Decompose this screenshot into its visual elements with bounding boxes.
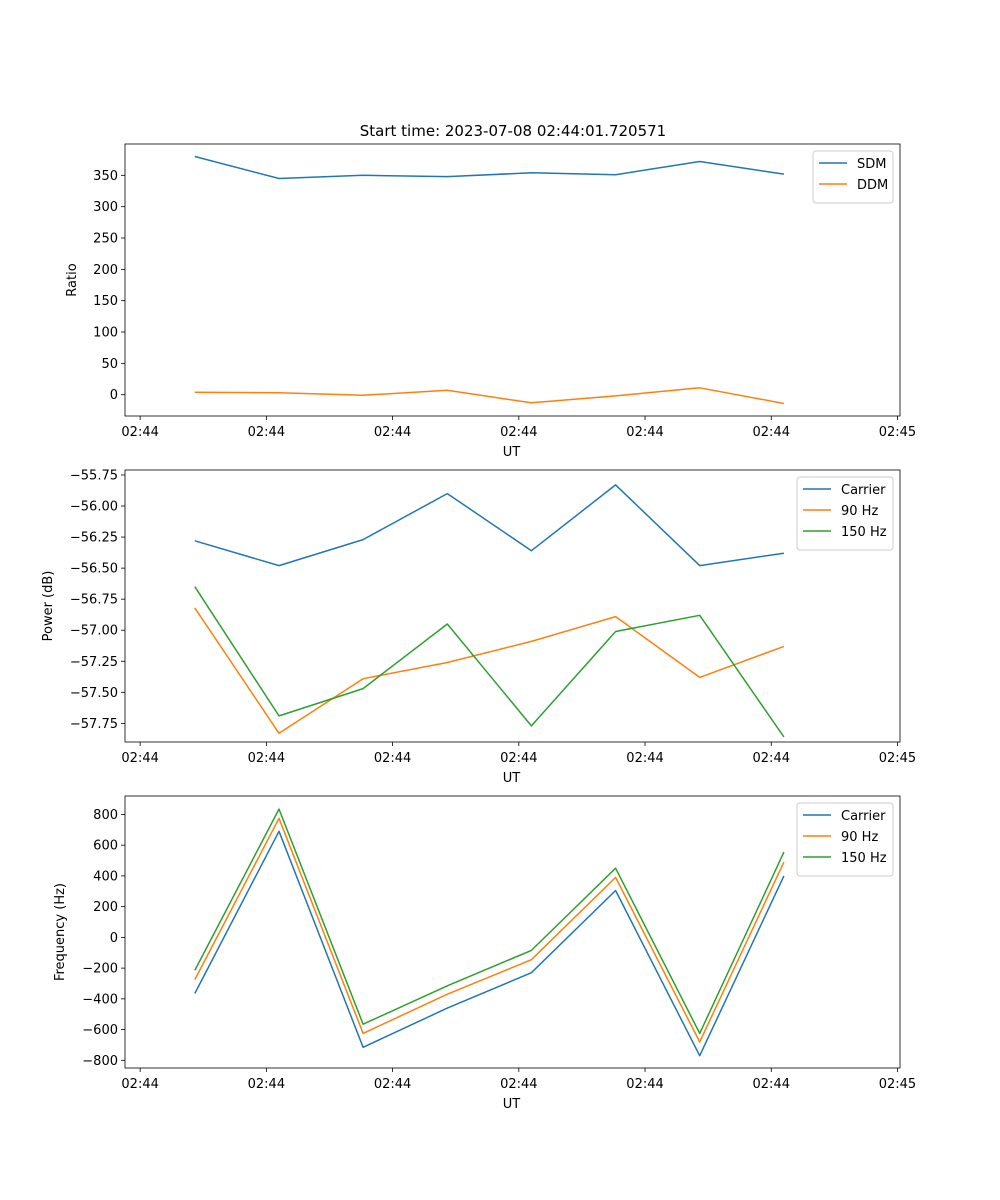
x-tick-label: 02:45 xyxy=(879,425,916,440)
y-tick-label: 0 xyxy=(110,931,118,946)
x-tick-label: 02:44 xyxy=(500,751,537,766)
y-tick-label: 250 xyxy=(93,232,118,247)
x-axis-label: UT xyxy=(503,771,521,786)
chart-ratio: 02:44 02:44 02:44 02:44 02:44 02:44 02:45 0 50 10… xyxy=(65,143,916,460)
axes-frame xyxy=(124,469,901,743)
x-tick-label: 02:44 xyxy=(121,425,158,440)
x-tick-label: 02:44 xyxy=(626,425,663,440)
y-tick-label: 200 xyxy=(93,263,118,278)
y-tick-label: −400 xyxy=(82,992,118,1007)
legend-label: Carrier xyxy=(841,809,886,824)
legend-label: DDM xyxy=(857,178,888,193)
x-tick-label: 02:44 xyxy=(500,425,537,440)
legend: Carrier 90 Hz 150 Hz xyxy=(796,476,894,551)
y-tick-label: −200 xyxy=(82,962,118,977)
x-tick-label: 02:44 xyxy=(374,751,411,766)
series-line-ratio-sdm xyxy=(194,155,785,180)
series-line-power-90-hz xyxy=(194,607,785,735)
legend-label: 90 Hz xyxy=(841,830,878,845)
legend: SDM DDM xyxy=(812,150,894,204)
x-tick-label: 02:45 xyxy=(879,1077,916,1092)
y-tick-label: 400 xyxy=(93,869,118,884)
y-tick-label: −57.50 xyxy=(70,686,118,701)
y-tick-label: 300 xyxy=(93,200,118,215)
y-tick-label: −57.00 xyxy=(70,624,118,639)
axes-frame xyxy=(124,795,901,1069)
x-tick-label: 02:44 xyxy=(626,1077,663,1092)
legend-label: SDM xyxy=(857,157,886,172)
y-tick-label: 150 xyxy=(93,294,118,309)
y-tick-label: −57.75 xyxy=(70,717,118,732)
legend-label: 90 Hz xyxy=(841,504,878,519)
x-tick-label: 02:44 xyxy=(626,751,663,766)
series-line-frequency-150-hz xyxy=(194,808,785,1035)
x-tick-label: 02:44 xyxy=(753,425,790,440)
y-tick-label: 800 xyxy=(93,808,118,823)
y-tick-label: 0 xyxy=(110,388,118,403)
x-tick-label: 02:44 xyxy=(374,1077,411,1092)
y-tick-label: −56.25 xyxy=(70,531,118,546)
y-tick-label: 600 xyxy=(93,839,118,854)
chart-frequency: 02:44 02:44 02:44 02:44 02:44 02:44 02:45 −800 −… xyxy=(53,795,916,1112)
series-line-power-150-hz xyxy=(194,586,785,738)
series-line-frequency-90-hz xyxy=(194,817,785,1043)
x-tick-label: 02:44 xyxy=(500,1077,537,1092)
series-line-power-carrier xyxy=(194,484,785,567)
series-line-frequency-carrier xyxy=(194,830,785,1057)
chart-power: 02:44 02:44 02:44 02:44 02:44 02:44 02:45 −57.7… xyxy=(41,468,916,786)
y-axis-label: Frequency (Hz) xyxy=(53,883,68,981)
y-tick-label: −56.50 xyxy=(70,562,118,577)
x-tick-label: 02:44 xyxy=(121,751,158,766)
y-tick-label: −56.75 xyxy=(70,593,118,608)
x-tick-label: 02:44 xyxy=(248,425,285,440)
series-line-ratio-ddm xyxy=(194,387,785,405)
figure-title: Start time: 2023-07-08 02:44:01.720571 xyxy=(360,122,666,140)
x-axis-label: UT xyxy=(503,1097,521,1112)
x-tick-label: 02:44 xyxy=(753,751,790,766)
y-tick-label: 350 xyxy=(93,169,118,184)
x-tick-label: 02:44 xyxy=(374,425,411,440)
legend-label: 150 Hz xyxy=(841,851,887,866)
y-tick-label: −600 xyxy=(82,1023,118,1038)
plots-group: 02:44 02:44 02:44 02:44 02:44 02:44 02:45 0 50 10… xyxy=(41,143,916,1112)
x-tick-label: 02:44 xyxy=(248,1077,285,1092)
y-tick-label: 200 xyxy=(93,900,118,915)
legend-label: Carrier xyxy=(841,483,886,498)
x-tick-label: 02:44 xyxy=(753,1077,790,1092)
y-tick-label: 50 xyxy=(101,357,118,372)
y-tick-label: 100 xyxy=(93,326,118,341)
y-axis-label: Ratio xyxy=(65,263,80,296)
y-tick-label: −56.00 xyxy=(70,500,118,515)
y-tick-label: −55.75 xyxy=(70,468,118,483)
legend-label: 150 Hz xyxy=(841,525,887,540)
axes-frame xyxy=(124,143,901,417)
y-tick-label: −800 xyxy=(82,1054,118,1069)
legend: Carrier 90 Hz 150 Hz xyxy=(796,802,894,877)
x-axis-label: UT xyxy=(503,445,521,460)
legend-box xyxy=(812,150,894,204)
y-axis-label: Power (dB) xyxy=(41,571,56,642)
x-tick-label: 02:44 xyxy=(121,1077,158,1092)
x-tick-label: 02:44 xyxy=(248,751,285,766)
y-tick-label: −57.25 xyxy=(70,655,118,670)
x-tick-label: 02:45 xyxy=(879,751,916,766)
